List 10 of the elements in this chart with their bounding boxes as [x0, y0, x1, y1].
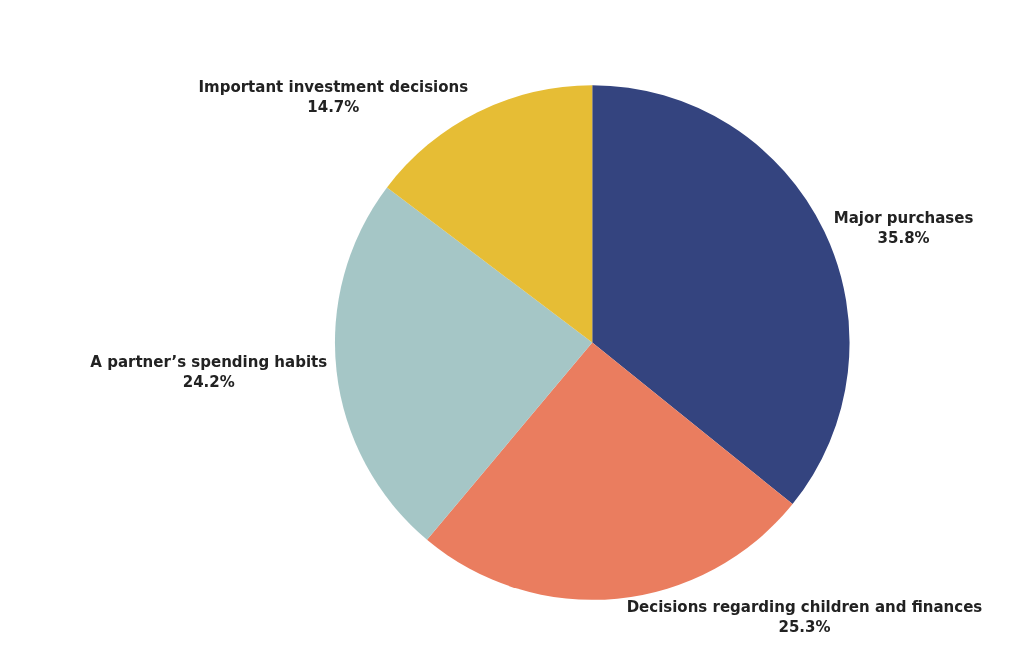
data-label: 25.3%: [778, 617, 831, 636]
data-label: 35.8%: [877, 228, 930, 247]
pie-slice: [334, 187, 593, 540]
slice-label: Decisions regarding children and finances: [626, 598, 983, 617]
pie-slice: [427, 342, 793, 600]
data-label: 24.2%: [182, 372, 235, 391]
slice-label: Important investment decisions: [198, 78, 469, 97]
data-label: 14.7%: [307, 97, 360, 116]
slice-label: A partner’s spending habits: [90, 353, 328, 372]
slice-label: Major purchases: [833, 209, 974, 228]
